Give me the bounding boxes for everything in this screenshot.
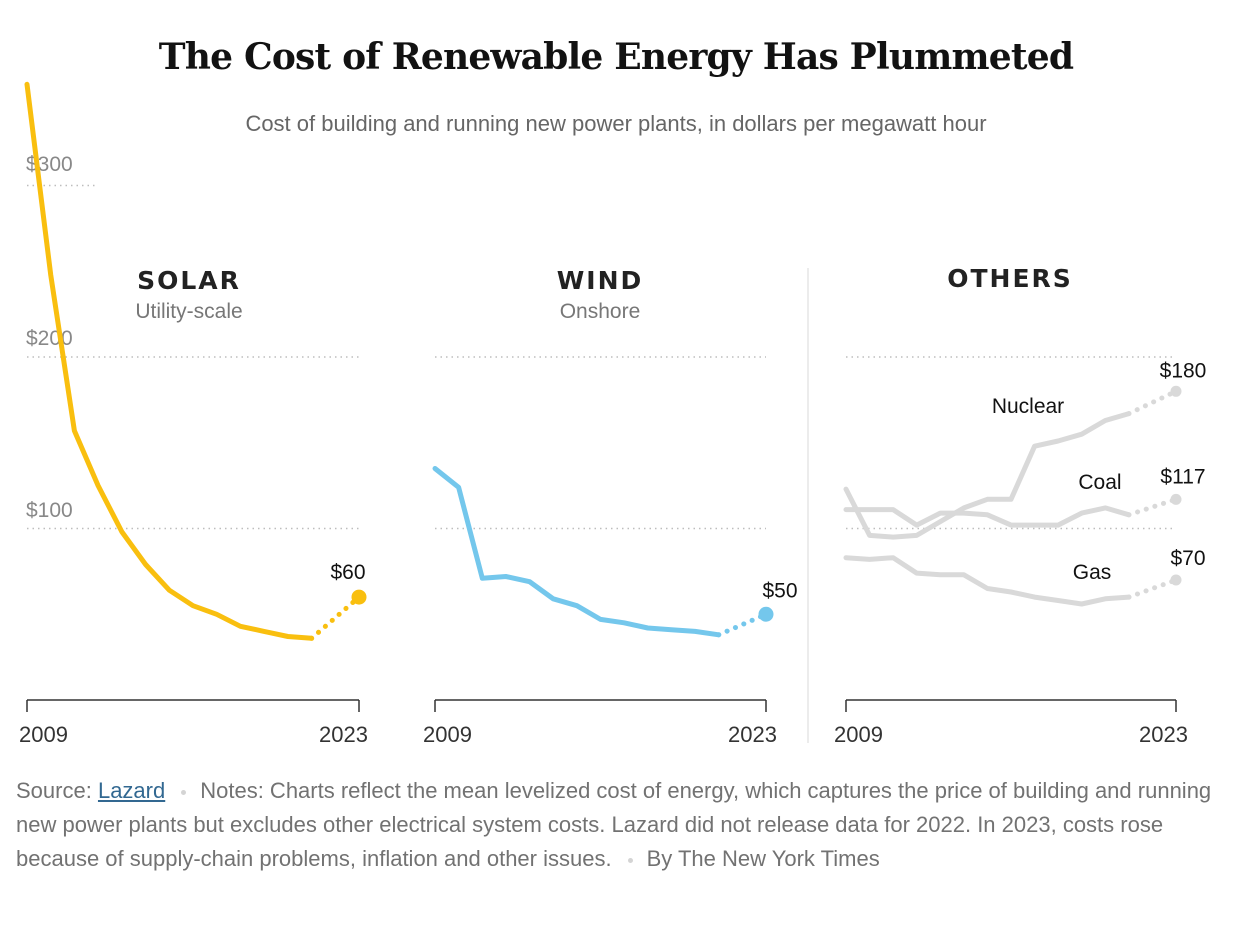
coal-end-point — [1170, 493, 1182, 505]
source-label: Source: — [16, 778, 92, 803]
coal-projection — [1126, 496, 1179, 518]
y-tick-label-300: $300 — [26, 153, 73, 176]
wind-x-tick-start: 2009 — [423, 722, 472, 747]
solar-x-axis — [26, 699, 360, 712]
wind-x-tick-end: 2023 — [728, 722, 777, 747]
solar-x-tick-end: 2023 — [319, 722, 368, 747]
charts-canvas: SOLAR Utility-scale WIND Onshore OTHERS … — [19, 81, 1207, 747]
series-label-gas: Gas — [1073, 561, 1112, 584]
others-x-axis — [845, 699, 1177, 712]
credit-text: By The New York Times — [646, 846, 880, 871]
coal-end-label: $117 — [1160, 465, 1205, 488]
wind-x-axis — [434, 699, 767, 712]
source-link[interactable]: Lazard — [97, 778, 166, 803]
separator-dot — [627, 857, 633, 863]
series-label-coal: Coal — [1078, 471, 1121, 494]
others-x-tick-start: 2009 — [834, 722, 883, 747]
solar-panel-title: SOLAR — [137, 266, 241, 295]
nuclear-projection — [1126, 388, 1179, 417]
footer-notes: Source: Lazard Notes: Charts reflect the … — [16, 774, 1221, 876]
solar-panel-subtitle: Utility-scale — [135, 300, 242, 323]
notes-text: Notes: Charts reflect the mean levelized… — [16, 778, 1212, 871]
chart-title: The Cost of Renewable Energy Has Plummet… — [158, 36, 1074, 78]
nuclear-end-point — [1170, 385, 1182, 397]
y-tick-label-100: $100 — [26, 499, 73, 522]
wind-end-label: $50 — [762, 579, 797, 602]
gas-end-label: $70 — [1170, 547, 1205, 570]
wind-end-point — [758, 606, 774, 622]
solar-end-label: $60 — [330, 561, 365, 584]
chart-subtitle: Cost of building and running new power p… — [245, 111, 987, 136]
solar-end-point — [351, 589, 367, 605]
gas-end-point — [1170, 574, 1182, 586]
others-panel-title: OTHERS — [947, 264, 1073, 293]
y-tick-label-200: $200 — [26, 327, 73, 350]
gridlines — [27, 184, 1176, 530]
solar-x-tick-start: 2009 — [19, 722, 68, 747]
gas-line — [843, 555, 1132, 607]
wind-panel-subtitle: Onshore — [560, 300, 641, 323]
separator-dot — [181, 789, 187, 795]
gas-projection — [1126, 577, 1179, 600]
solar-projection — [309, 594, 362, 641]
solar-line — [24, 81, 315, 641]
wind-panel-title: WIND — [557, 266, 644, 295]
series-layer: $60 $50 $180 $117 $70 — [24, 81, 1207, 641]
wind-line — [432, 466, 722, 638]
nuclear-line — [843, 411, 1132, 540]
nuclear-end-label: $180 — [1160, 359, 1207, 382]
coal-line — [843, 505, 1132, 528]
wind-projection — [716, 611, 769, 638]
series-label-nuclear: Nuclear — [992, 395, 1064, 418]
others-x-tick-end: 2023 — [1139, 722, 1188, 747]
